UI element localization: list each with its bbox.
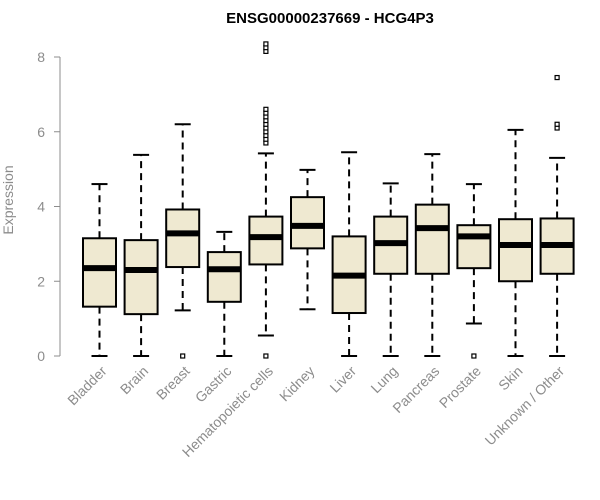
category-label: Liver <box>326 363 359 396</box>
box-1 <box>123 153 159 357</box>
outlier-point <box>471 353 477 359</box>
chart-title: ENSG00000237669 - HCG4P3 <box>226 10 434 27</box>
box-9 <box>456 183 492 359</box>
iqr-box <box>248 215 284 266</box>
category-label: Lung <box>367 363 400 396</box>
iqr-box <box>206 251 242 303</box>
box-6 <box>331 151 367 357</box>
box-11 <box>539 74 575 357</box>
iqr-box <box>123 239 159 316</box>
outlier-point <box>180 353 186 359</box>
y-tick-label: 4 <box>37 199 45 215</box>
iqr-box <box>290 196 325 250</box>
box-3 <box>206 230 242 357</box>
box-7 <box>373 182 409 357</box>
category-label: Bladder <box>64 363 110 409</box>
y-axis: 0 2 4 6 8 <box>37 49 61 364</box>
iqr-box <box>498 218 533 283</box>
iqr-box <box>414 203 450 275</box>
y-axis-title: Expression <box>0 165 16 234</box>
box-10 <box>498 128 533 357</box>
box-5 <box>290 168 325 311</box>
box-2 <box>165 123 201 359</box>
box-0 <box>82 183 117 357</box>
boxes-group <box>82 41 575 359</box>
iqr-box <box>456 224 492 270</box>
outlier-point <box>554 121 560 127</box>
box-4 <box>248 41 284 359</box>
y-tick-label: 6 <box>37 124 45 140</box>
category-label: Kidney <box>276 363 318 405</box>
y-tick-label: 8 <box>37 49 45 65</box>
y-tick-label: 0 <box>37 348 45 364</box>
outlier-point <box>263 353 269 359</box>
category-label: Brain <box>117 363 151 397</box>
outlier-point <box>263 106 269 112</box>
iqr-box <box>82 237 117 308</box>
iqr-box <box>165 208 201 269</box>
category-label: Breast <box>153 363 193 403</box>
outlier-point <box>554 74 560 81</box>
outlier-point <box>263 41 269 47</box>
category-label: Unknown / Other <box>482 363 568 449</box>
category-label: Skin <box>495 363 526 394</box>
box-8 <box>414 153 450 357</box>
category-label: Prostate <box>436 363 484 411</box>
y-tick-label: 2 <box>37 273 45 289</box>
